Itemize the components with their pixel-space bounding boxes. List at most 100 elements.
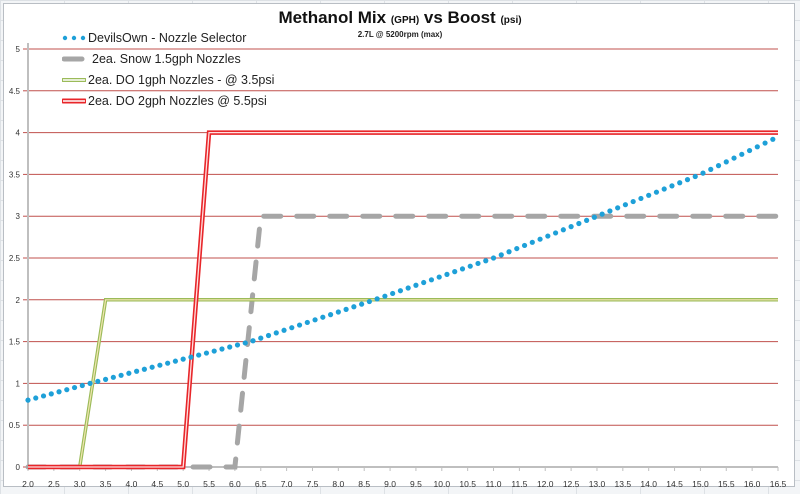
series-devilsown-point: [312, 317, 318, 323]
x-tick-label: 8.5: [358, 479, 370, 489]
dashed-line-icon: [62, 56, 85, 61]
series-devilsown-point: [576, 220, 582, 227]
series-devilsown-point: [304, 319, 310, 326]
series-devilsown-point: [359, 301, 365, 307]
x-tick-label: 13.5: [615, 479, 632, 489]
series-devilsown-point: [615, 205, 621, 211]
series-devilsown-point: [48, 391, 54, 397]
legend-item-snow[interactable]: 2ea. Snow 1.5gph Nozzles: [62, 48, 274, 69]
x-tick-label: 9.0: [384, 479, 396, 489]
series-devilsown-point: [467, 263, 473, 269]
legend-label: 2ea. DO 2gph Nozzles @ 5.5psi: [88, 93, 267, 108]
x-tick-label: 15.0: [692, 479, 709, 489]
series-devilsown-point: [343, 306, 349, 312]
series-devilsown-point: [102, 376, 109, 382]
series-devilsown-point: [289, 325, 295, 331]
series-devilsown-point: [227, 344, 233, 350]
legend-label: DevilsOwn - Nozzle Selector: [88, 30, 247, 45]
x-tick-label: 3.5: [100, 479, 112, 489]
y-tick-label: 5: [16, 45, 21, 54]
series-devilsown-point: [374, 296, 380, 302]
x-tick-label: 6.5: [255, 479, 267, 489]
x-tick-label: 16.0: [744, 479, 761, 489]
series-devilsown-point: [708, 166, 714, 172]
series-devilsown-point: [521, 242, 528, 249]
x-tick-label: 6.0: [229, 479, 241, 489]
legend-item-do-2gph[interactable]: 2ea. DO 2gph Nozzles @ 5.5psi: [62, 90, 274, 111]
legend-label: 2ea. DO 1gph Nozzles - @ 3.5psi: [88, 72, 275, 87]
series-devilsown-point: [172, 358, 179, 364]
series-devilsown-point: [436, 274, 442, 280]
y-tick-label: 1.5: [9, 338, 21, 347]
chart-area[interactable]: [3, 3, 795, 487]
series-devilsown-point: [413, 282, 419, 288]
series-devilsown-point: [141, 366, 147, 372]
title-unit: (GPH): [390, 15, 420, 26]
y-tick-label: 4.5: [9, 87, 21, 96]
series-devilsown-point: [421, 279, 427, 286]
series-devilsown-point: [669, 183, 675, 189]
series-do-2gph-inner: [28, 131, 778, 468]
series-devilsown-point: [754, 144, 760, 150]
series-devilsown-point: [320, 314, 326, 320]
series-devilsown-point: [25, 397, 31, 403]
x-tick-label: 5.0: [177, 479, 189, 489]
series-devilsown-point: [40, 393, 47, 399]
chart-title: Methanol Mix (GPH) vs Boost (psi): [0, 8, 800, 28]
x-tick-label: 7.0: [281, 479, 293, 489]
series-devilsown-point: [661, 186, 667, 192]
series-devilsown-point: [219, 346, 225, 352]
series-devilsown-point: [390, 290, 396, 297]
series-devilsown-point: [514, 245, 520, 252]
series-devilsown-point: [646, 192, 652, 198]
series-devilsown-point: [584, 217, 590, 223]
x-tick-label: 5.5: [203, 479, 215, 489]
series-devilsown-point: [653, 189, 660, 195]
series-devilsown-point: [180, 356, 186, 362]
series-devilsown-point: [87, 380, 93, 386]
series-devilsown-point: [739, 151, 745, 157]
series-do-1gph-inner: [79, 299, 778, 468]
series-devilsown-point: [273, 330, 279, 336]
series-devilsown-point: [599, 211, 605, 217]
series-devilsown-point: [552, 230, 559, 236]
x-tick-label: 8.0: [332, 479, 344, 489]
series-devilsown-point: [622, 202, 629, 208]
series-devilsown-point: [335, 309, 341, 315]
x-tick-label: 7.5: [307, 479, 319, 489]
series-devilsown-point: [677, 180, 683, 186]
double-line-icon: [62, 98, 86, 103]
series-devilsown-point: [250, 338, 256, 344]
y-tick-label: 0: [16, 463, 21, 472]
series-devilsown-point: [165, 360, 171, 366]
legend-item-devilsown[interactable]: DevilsOwn - Nozzle Selector: [62, 27, 274, 48]
legend-label: 2ea. Snow 1.5gph Nozzles: [92, 51, 241, 66]
series-devilsown-point: [351, 304, 357, 310]
series-devilsown-point: [607, 208, 613, 214]
series-devilsown-point: [483, 258, 489, 264]
series-devilsown-point: [149, 364, 155, 370]
series-devilsown-point: [234, 342, 241, 348]
series-devilsown-point: [452, 269, 458, 275]
y-tick-label: 0.5: [9, 421, 21, 430]
series-devilsown-point: [490, 255, 497, 261]
series-devilsown-point: [134, 368, 140, 374]
series-devilsown-point: [265, 332, 272, 339]
x-tick-label: 9.5: [410, 479, 422, 489]
legend-item-do-1gph[interactable]: 2ea. DO 1gph Nozzles - @ 3.5psi: [62, 69, 274, 90]
series-devilsown-point: [731, 155, 737, 161]
title-mid: vs Boost: [423, 8, 496, 27]
series-devilsown-point: [545, 233, 551, 239]
series-devilsown-point: [71, 384, 78, 391]
legend[interactable]: DevilsOwn - Nozzle Selector 2ea. Snow 1.…: [62, 27, 274, 111]
series-devilsown-point: [428, 277, 435, 283]
x-tick-label: 15.5: [718, 479, 735, 489]
series-devilsown-point: [560, 227, 566, 233]
x-tick-label: 4.5: [151, 479, 163, 489]
series-devilsown-point: [211, 348, 217, 354]
x-tick-label: 14.0: [640, 479, 657, 489]
x-tick-label: 14.5: [666, 479, 683, 489]
title-unit2: (psi): [500, 15, 522, 26]
series-devilsown-point: [762, 140, 768, 146]
